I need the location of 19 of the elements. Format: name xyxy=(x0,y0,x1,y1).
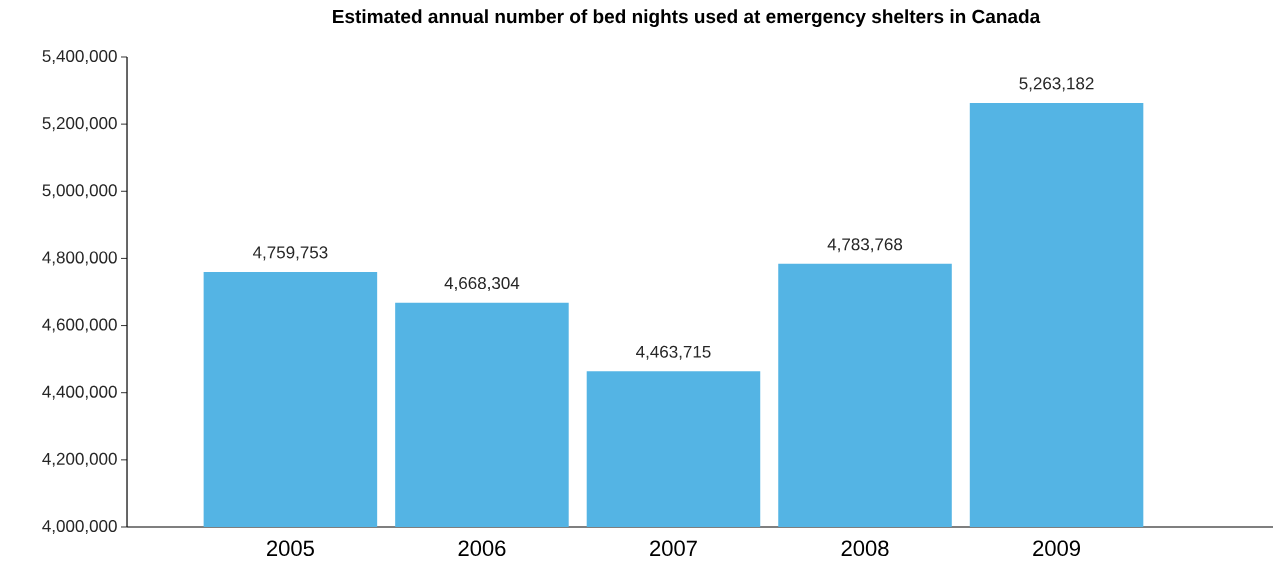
y-tick-label: 4,000,000 xyxy=(42,519,117,535)
data-label: 5,263,182 xyxy=(1019,77,1094,92)
x-tick-label: 2008 xyxy=(841,540,889,557)
y-tick-label: 5,000,000 xyxy=(42,184,117,199)
y-tick-label: 4,400,000 xyxy=(42,385,117,400)
data-label: 4,463,715 xyxy=(636,345,711,360)
data-label: 4,783,768 xyxy=(827,238,903,253)
data-label: 4,668,304 xyxy=(444,277,520,292)
y-tick-label: 5,200,000 xyxy=(42,117,117,132)
x-tick-label: 2005 xyxy=(267,540,314,557)
y-tick-label: 4,600,000 xyxy=(42,318,117,333)
data-label: 4,759,753 xyxy=(252,246,328,261)
y-tick-label: 5,400,000 xyxy=(42,49,117,65)
chart-title: Estimated annual number of bed nights used at emergency shelters in Canada xyxy=(333,9,1041,28)
y-tick-label: 4,800,000 xyxy=(42,251,117,266)
x-tick-label: 2009 xyxy=(1033,540,1080,557)
y-tick-label: 4,200,000 xyxy=(42,452,117,467)
x-tick-label: 2007 xyxy=(650,540,697,557)
x-tick-label: 2006 xyxy=(458,540,506,557)
